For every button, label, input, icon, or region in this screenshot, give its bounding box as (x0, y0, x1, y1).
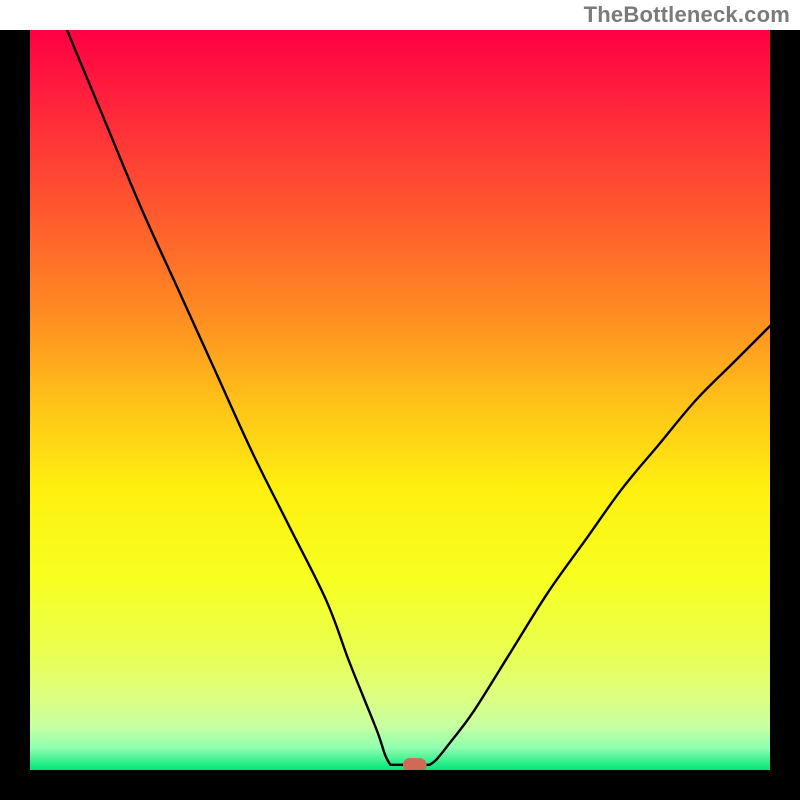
gradient-background (30, 30, 770, 770)
plot-outer-border (0, 30, 800, 800)
plot-svg (30, 30, 770, 770)
plot-area (30, 30, 770, 770)
optimal-marker (403, 758, 427, 770)
chart-frame: TheBottleneck.com (0, 0, 800, 800)
watermark-text: TheBottleneck.com (584, 2, 790, 28)
